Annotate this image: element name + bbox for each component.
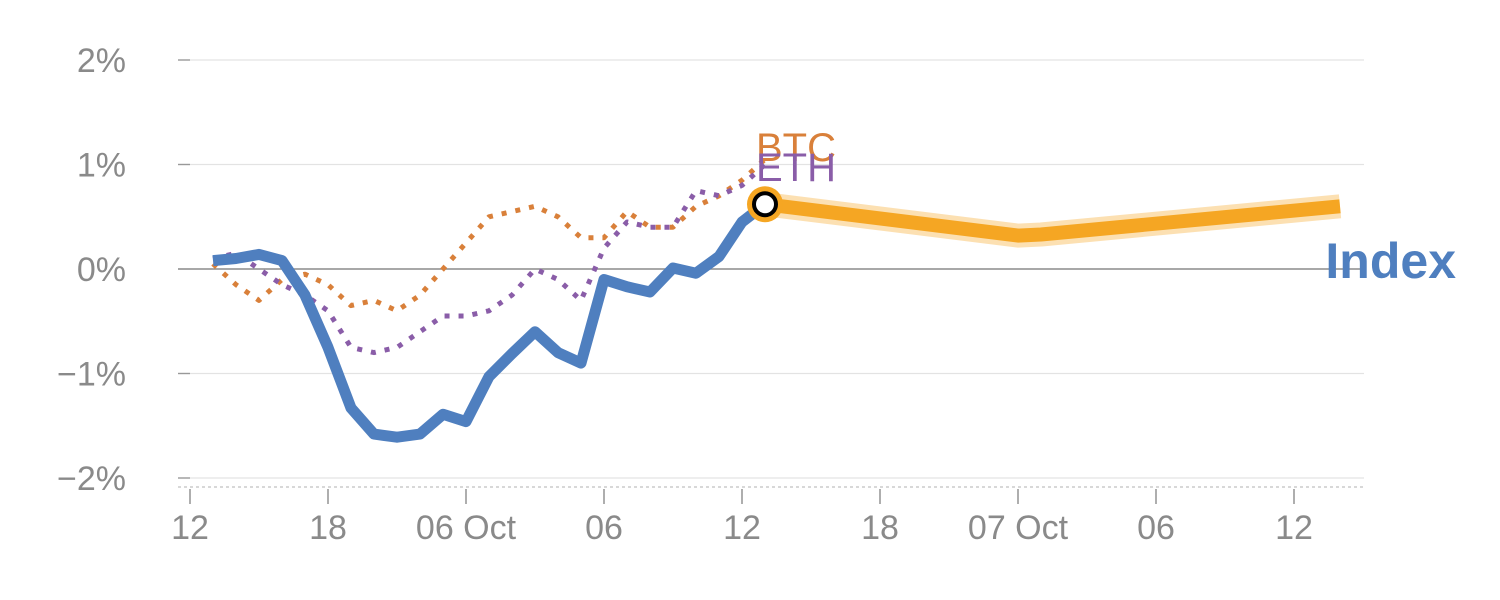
x-axis: 12 18 06 Oct 06 12 18 07 Oct 06 12	[171, 486, 1364, 547]
x-tick-label: 12	[1275, 509, 1313, 547]
series-line-eth	[212, 162, 767, 356]
series-label-eth: ETH	[756, 146, 836, 190]
x-tick-label: 07 Oct	[968, 509, 1069, 547]
series-label-btc: BTC	[756, 126, 836, 170]
marker-dot	[752, 191, 778, 218]
y-axis-ticks: 2% 1% 0% −1% −2%	[57, 42, 126, 498]
x-tick-label: 18	[309, 509, 347, 547]
y-tick-label: 0%	[77, 251, 126, 289]
x-tick-label: 06	[585, 509, 623, 547]
x-tick-label: 12	[171, 509, 209, 547]
series-line-btc	[211, 157, 767, 314]
x-tick-label: 06 Oct	[416, 509, 517, 547]
x-tick-label: 18	[861, 509, 899, 547]
series-lines	[211, 157, 769, 443]
current-value-marker	[747, 186, 783, 223]
x-tick-label: 06	[1137, 509, 1175, 547]
y-tick-label: −1%	[57, 356, 126, 394]
series-label-index: Index	[1325, 233, 1456, 289]
y-tick-label: 2%	[77, 42, 126, 80]
series-line-index	[212, 199, 769, 443]
projection-line-path	[764, 197, 1341, 243]
x-tick-label: 12	[723, 509, 761, 547]
y-tick-label: 1%	[77, 147, 126, 185]
projection-line	[763, 192, 1342, 248]
gridlines	[178, 59, 1364, 479]
y-tick-label: −2%	[57, 460, 126, 498]
